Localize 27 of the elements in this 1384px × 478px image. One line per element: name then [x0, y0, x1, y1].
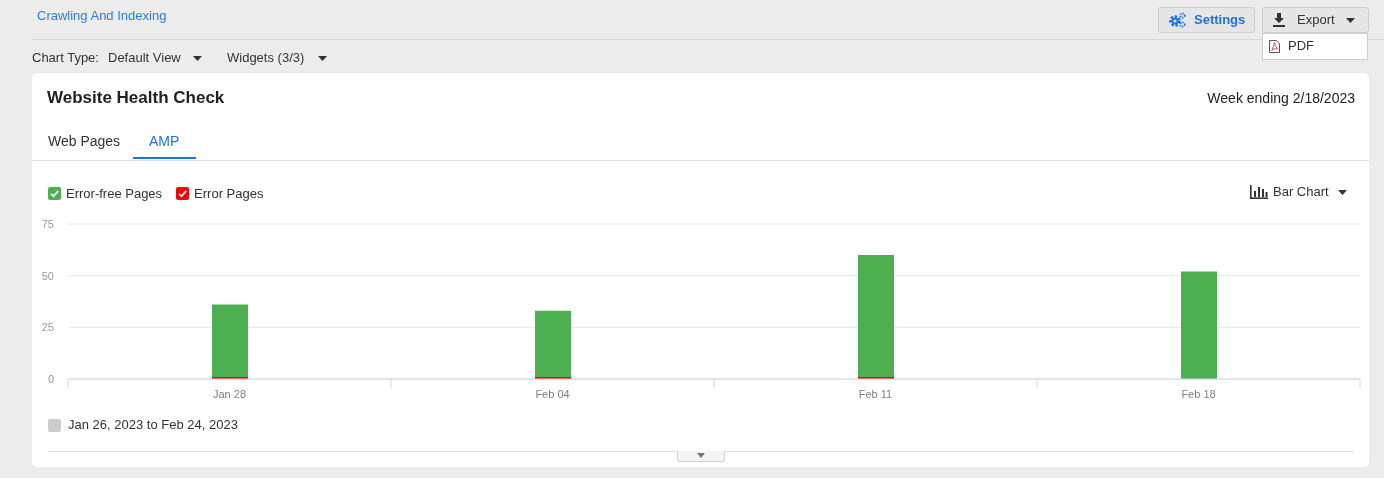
bar [858, 255, 894, 377]
y-tick-label: 25 [41, 321, 54, 334]
y-tick-label: 50 [41, 269, 54, 282]
text: Export [1297, 11, 1335, 28]
text: Widgets (3/3) [227, 49, 305, 66]
x-tick-label: Jan 28 [212, 388, 247, 400]
text: Jan 26, 2023 to Feb 24, 2023 [68, 416, 238, 433]
legend-label: Error-free Pages [66, 185, 163, 201]
y-tick-label: 75 [41, 217, 54, 230]
text: AMP [149, 133, 180, 151]
chart-subtitle: Week ending 2/18/2023 [1207, 89, 1355, 107]
text: Crawling And Indexing [37, 7, 167, 24]
text: Web Pages [48, 133, 121, 151]
chart-title: Website Health Check [47, 88, 225, 108]
bar [212, 304, 248, 377]
text: PDF [1288, 37, 1314, 54]
bar [1181, 271, 1217, 379]
x-tick-label: Feb 18 [1181, 388, 1216, 400]
legend-label: Error Pages [194, 185, 264, 201]
text: Default View [108, 49, 181, 66]
text: Settings [1194, 11, 1246, 28]
text: Bar Chart [1273, 183, 1329, 200]
x-tick-label: Feb 04 [535, 388, 570, 400]
bar [535, 310, 571, 377]
x-tick-label: Feb 11 [858, 388, 893, 400]
text: Chart Type: [32, 49, 99, 66]
y-tick-label: 0 [47, 372, 54, 385]
